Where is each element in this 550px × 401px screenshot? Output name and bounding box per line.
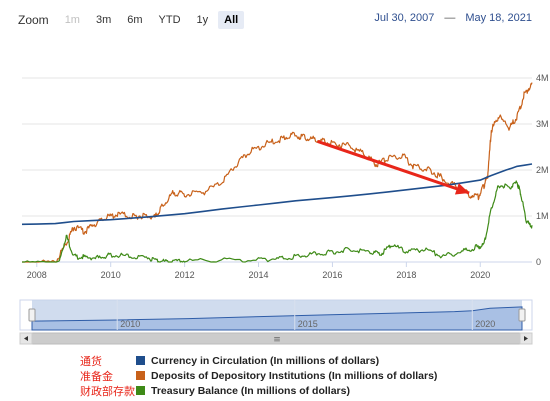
zoom-button-1y[interactable]: 1y bbox=[196, 14, 209, 26]
legend: 通货 Currency in Circulation (In millions … bbox=[80, 353, 437, 398]
annotation-currency: 通货 bbox=[80, 355, 102, 368]
legend-item-deposits[interactable]: 准备金 Deposits of Depository Institutions … bbox=[80, 368, 437, 383]
zoom-button-6m[interactable]: 6m bbox=[127, 14, 143, 26]
zoom-bar: Zoom 1m 3m 6m YTD 1y All bbox=[18, 10, 245, 30]
legend-label-treasury: Treasury Balance (In millions of dollars… bbox=[151, 384, 350, 397]
x-tick-label: 2016 bbox=[322, 270, 342, 280]
y-tick-label: 3M bbox=[536, 119, 549, 129]
y-tick-label: 1M bbox=[536, 211, 549, 221]
legend-label-deposits: Deposits of Depository Institutions (In … bbox=[151, 369, 438, 382]
x-axis-labels: 2008 2010 2012 2014 2016 2018 2020 bbox=[22, 261, 532, 280]
legend-label-currency: Currency in Circulation (In millions of … bbox=[151, 354, 380, 367]
legend-item-currency[interactable]: 通货 Currency in Circulation (In millions … bbox=[80, 353, 437, 368]
legend-swatch-currency bbox=[136, 356, 145, 365]
trend-arrow-head bbox=[454, 183, 470, 195]
navigator-series bbox=[31, 306, 523, 331]
y-axis-labels: 0 1M 2M 3M 4M bbox=[536, 73, 549, 267]
x-tick-label: 2018 bbox=[396, 270, 416, 280]
x-tick-label: 2014 bbox=[249, 270, 269, 280]
zoom-button-3m[interactable]: 3m bbox=[95, 14, 112, 26]
range-separator: — bbox=[444, 12, 456, 24]
x-tick-label: 2020 bbox=[470, 270, 490, 280]
navigator-handle-left[interactable] bbox=[28, 308, 36, 322]
series-line-currency bbox=[21, 163, 533, 226]
range-to-input[interactable]: May 18, 2021 bbox=[465, 12, 532, 24]
x-tick-label: 2010 bbox=[101, 270, 121, 280]
trend-arrow bbox=[317, 140, 470, 195]
x-tick-label: 2012 bbox=[175, 270, 195, 280]
navigator-label: 2015 bbox=[298, 319, 318, 329]
y-tick-label: 4M bbox=[536, 73, 549, 83]
navigator[interactable]: 2010 2015 2020 ≡ bbox=[19, 299, 533, 345]
navigator-label: 2010 bbox=[120, 319, 140, 329]
y-tick-label: 0 bbox=[536, 257, 541, 267]
series-lines bbox=[21, 82, 533, 263]
range-from-input[interactable]: Jul 30, 2007 bbox=[374, 12, 435, 24]
scroll-left-arrow-icon bbox=[24, 336, 28, 341]
legend-item-treasury[interactable]: 财政部存款 Treasury Balance (In millions of d… bbox=[80, 383, 437, 398]
scroll-right-arrow-icon bbox=[524, 336, 528, 341]
zoom-button-ytd[interactable]: YTD bbox=[158, 14, 181, 26]
zoom-label: Zoom bbox=[18, 13, 49, 27]
scrollbar-grip-icon: ≡ bbox=[273, 335, 281, 345]
navigator-handle-right[interactable] bbox=[518, 308, 526, 322]
trend-arrow-shaft bbox=[317, 140, 470, 195]
annotation-reserves: 准备金 bbox=[80, 370, 113, 383]
legend-swatch-deposits bbox=[136, 371, 145, 380]
x-tick-label: 2008 bbox=[27, 270, 47, 280]
y-tick-label: 2M bbox=[536, 165, 549, 175]
series-line-treasury bbox=[22, 180, 533, 263]
date-range: Jul 30, 2007 — May 18, 2021 bbox=[374, 12, 532, 24]
series-line-deposits bbox=[22, 82, 533, 263]
zoom-button-1m[interactable]: 1m bbox=[64, 14, 80, 26]
grid-lines bbox=[22, 77, 532, 263]
annotation-treasury: 财政部存款 bbox=[80, 385, 135, 398]
legend-swatch-treasury bbox=[136, 386, 145, 395]
navigator-label: 2020 bbox=[475, 319, 495, 329]
zoom-button-all[interactable]: All bbox=[218, 11, 245, 29]
